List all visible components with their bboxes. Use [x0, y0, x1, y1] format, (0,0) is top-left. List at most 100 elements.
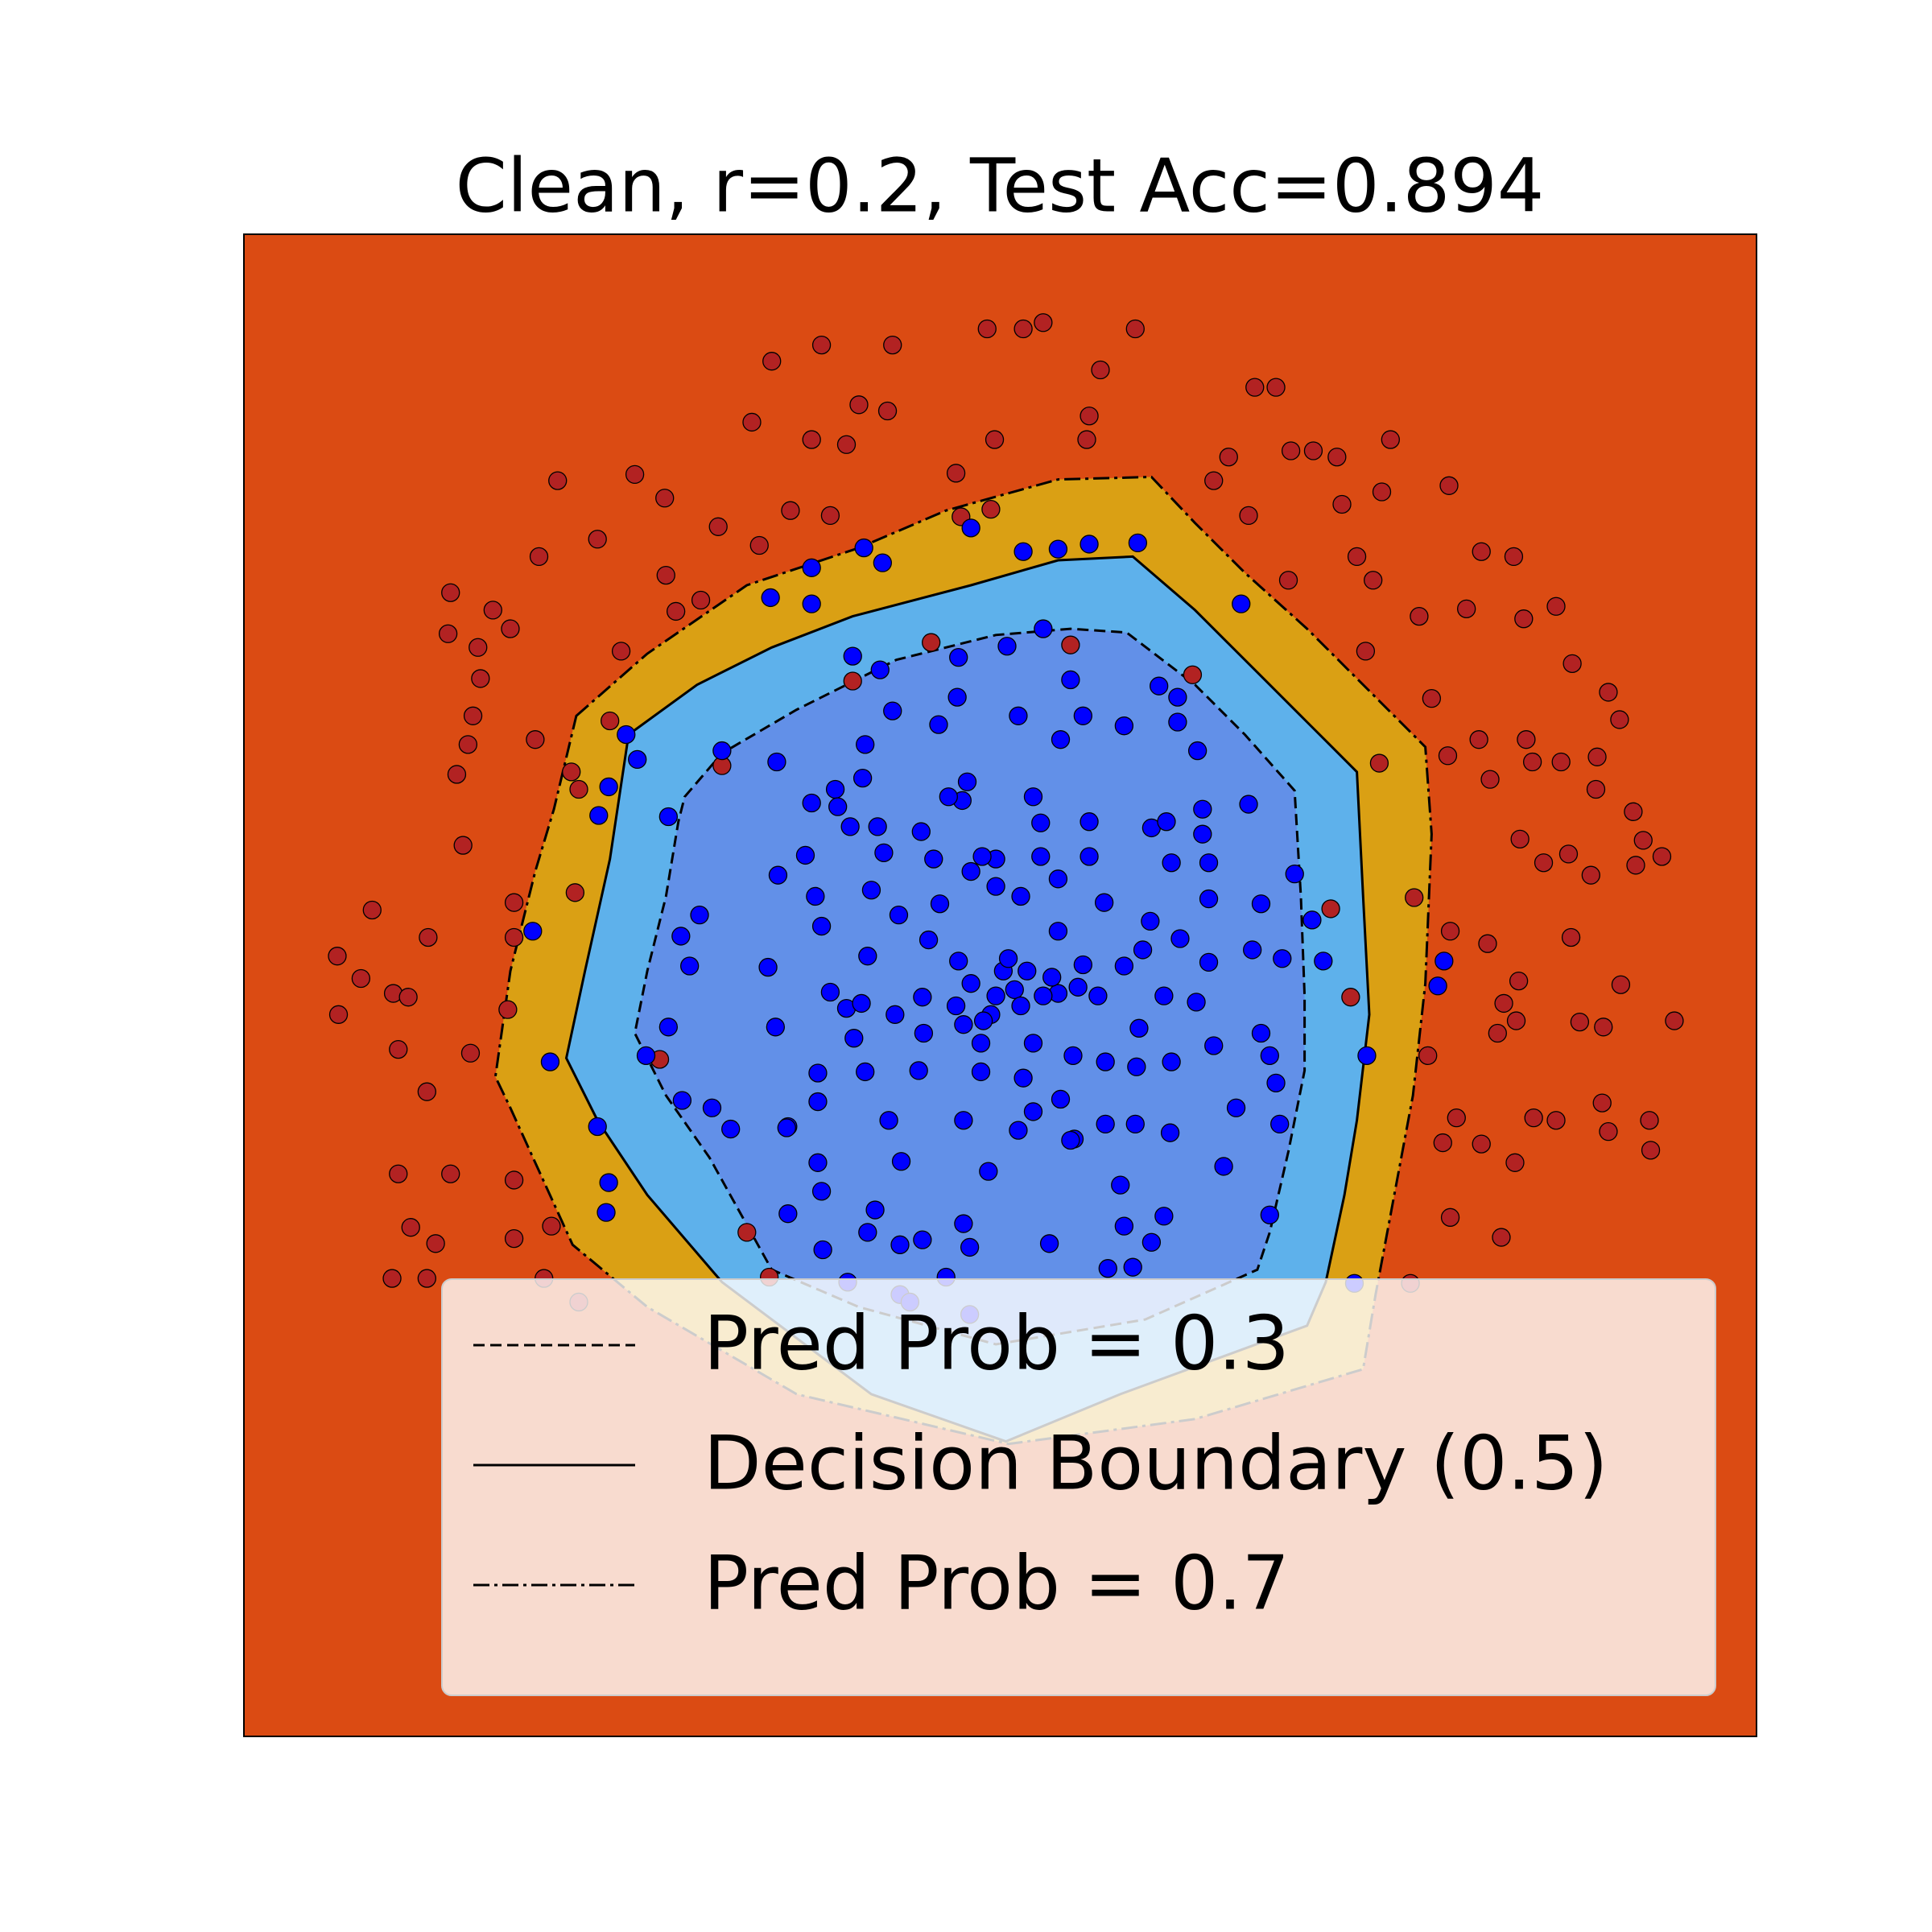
point: [1599, 1122, 1618, 1141]
point: [758, 957, 778, 977]
point: [828, 797, 848, 816]
point: [721, 1119, 741, 1139]
point: [890, 1235, 910, 1254]
point: [1652, 847, 1672, 866]
point: [628, 749, 647, 770]
point: [1273, 949, 1292, 968]
point: [1641, 1141, 1661, 1160]
point: [1080, 407, 1099, 426]
point: [849, 395, 869, 415]
point: [1624, 802, 1643, 821]
point: [1321, 899, 1340, 919]
point: [795, 845, 815, 865]
point: [398, 988, 418, 1007]
point: [1440, 1208, 1460, 1227]
point: [1347, 547, 1367, 567]
point: [1266, 378, 1286, 397]
point: [463, 706, 483, 725]
point: [1469, 730, 1488, 749]
point: [806, 886, 825, 906]
point: [954, 1214, 973, 1233]
chart-title: Clean, r=0.2, Test Acc=0.894: [456, 142, 1545, 229]
point: [540, 1052, 560, 1071]
point: [1048, 869, 1068, 889]
point: [1193, 824, 1212, 844]
point: [1133, 940, 1153, 960]
legend-label: Pred Prob = 0.7: [704, 1539, 1290, 1626]
point: [1039, 1234, 1059, 1253]
point: [1558, 844, 1579, 864]
point: [946, 996, 966, 1016]
point: [1128, 533, 1148, 553]
point: [1048, 539, 1068, 559]
point: [911, 822, 931, 841]
point: [1005, 980, 1024, 1000]
point: [1125, 1114, 1145, 1134]
point: [691, 590, 711, 610]
point: [924, 849, 943, 869]
point: [588, 1117, 607, 1137]
point: [460, 1043, 481, 1063]
point: [658, 807, 679, 827]
point: [1372, 482, 1392, 502]
point: [973, 1011, 993, 1030]
point: [1438, 746, 1458, 766]
point: [328, 1005, 349, 1024]
point: [458, 735, 478, 754]
point: [441, 1164, 460, 1183]
point: [1480, 770, 1500, 789]
point: [1009, 706, 1028, 725]
point: [1023, 1034, 1043, 1053]
point: [954, 1111, 973, 1130]
point: [1150, 676, 1169, 696]
point: [843, 646, 862, 666]
point: [802, 558, 821, 577]
point: [498, 1000, 518, 1019]
point: [977, 319, 997, 339]
point: [1546, 1111, 1566, 1130]
point: [1034, 313, 1053, 332]
point: [1219, 448, 1238, 467]
point: [1073, 955, 1092, 975]
point: [597, 1203, 616, 1222]
point: [1505, 1153, 1525, 1172]
point: [929, 715, 948, 734]
point: [854, 538, 873, 558]
point: [946, 464, 966, 483]
point: [569, 779, 588, 799]
point: [1626, 856, 1645, 875]
point: [1332, 494, 1352, 514]
point: [1013, 542, 1033, 561]
point: [417, 1082, 436, 1101]
point: [708, 517, 728, 536]
point: [469, 638, 488, 657]
point: [690, 906, 709, 925]
point: [1034, 986, 1053, 1005]
point: [523, 922, 543, 941]
point: [811, 1182, 832, 1201]
point: [617, 724, 636, 745]
point: [1302, 910, 1322, 930]
point: [1162, 853, 1181, 873]
legend-box: [441, 1278, 1716, 1696]
point: [891, 1152, 911, 1171]
point: [599, 1173, 618, 1192]
point: [1114, 956, 1134, 976]
point: [1204, 1036, 1224, 1055]
point: [1266, 1073, 1286, 1093]
point: [930, 894, 950, 914]
point: [883, 335, 902, 355]
point: [611, 642, 631, 661]
point: [913, 1230, 932, 1249]
point: [1418, 1046, 1438, 1065]
point: [1088, 986, 1108, 1005]
point: [777, 1118, 796, 1137]
point: [939, 787, 958, 807]
plot-frame: [243, 233, 1757, 1737]
point: [820, 982, 840, 1002]
point: [504, 927, 524, 947]
point: [1472, 1134, 1491, 1154]
point: [1405, 888, 1424, 907]
point: [1080, 847, 1099, 866]
